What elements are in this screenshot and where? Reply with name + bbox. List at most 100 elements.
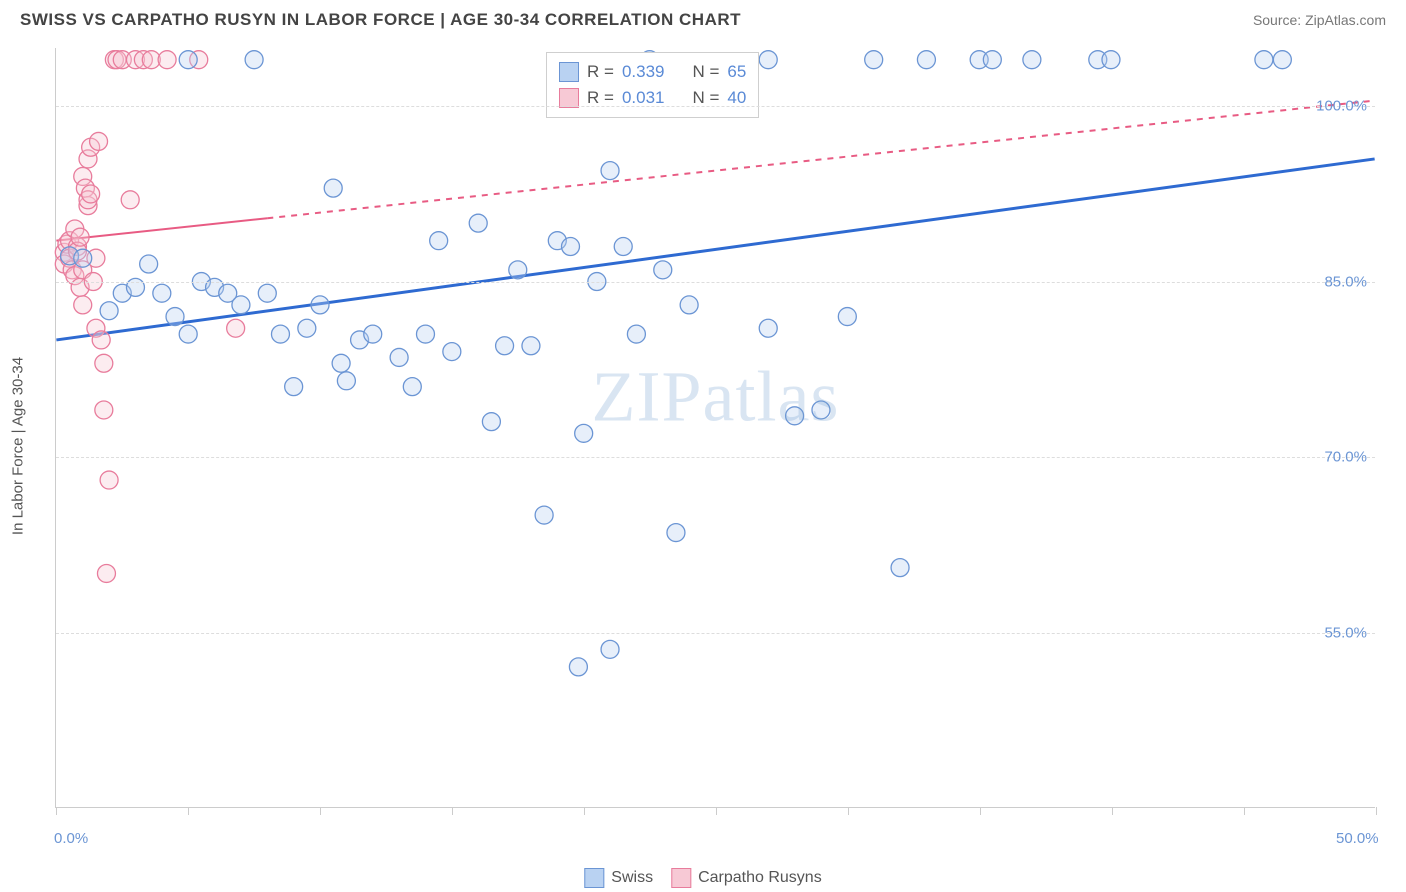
scatter-point — [166, 308, 184, 326]
scatter-point — [575, 424, 593, 442]
scatter-point — [759, 319, 777, 337]
scatter-point — [680, 296, 698, 314]
scatter-point — [1102, 51, 1120, 69]
scatter-point — [601, 162, 619, 180]
scatter-point — [179, 325, 197, 343]
scatter-point — [258, 284, 276, 302]
x-tick-label: 50.0% — [1336, 830, 1379, 847]
scatter-point — [891, 559, 909, 577]
scatter-point — [786, 407, 804, 425]
legend-label: Swiss — [611, 869, 653, 887]
scatter-point — [92, 331, 110, 349]
legend-r-label: R = — [587, 59, 614, 85]
series-legend: Swiss Carpatho Rusyns — [584, 868, 821, 888]
scatter-point — [562, 238, 580, 256]
scatter-point — [430, 232, 448, 250]
y-tick-label: 55.0% — [1324, 624, 1367, 641]
scatter-point — [509, 261, 527, 279]
gridline — [56, 106, 1375, 107]
y-tick-label: 100.0% — [1316, 98, 1367, 115]
scatter-point — [416, 325, 434, 343]
scatter-point — [1255, 51, 1273, 69]
correlation-legend: R =0.339N =65R =0.031N =40 — [546, 52, 759, 118]
regression-line — [56, 159, 1374, 340]
x-tick — [980, 807, 981, 815]
scatter-point — [245, 51, 263, 69]
scatter-point — [271, 325, 289, 343]
scatter-point — [443, 343, 461, 361]
scatter-point — [95, 354, 113, 372]
scatter-point — [227, 319, 245, 337]
x-tick — [584, 807, 585, 815]
gridline — [56, 633, 1375, 634]
scatter-point — [100, 471, 118, 489]
scatter-point — [865, 51, 883, 69]
x-tick-label: 0.0% — [54, 830, 88, 847]
scatter-point — [324, 179, 342, 197]
scatter-plot-svg — [56, 48, 1375, 807]
scatter-point — [332, 354, 350, 372]
scatter-point — [1273, 51, 1291, 69]
scatter-point — [759, 51, 777, 69]
scatter-point — [917, 51, 935, 69]
x-tick — [452, 807, 453, 815]
scatter-point — [179, 51, 197, 69]
y-tick-label: 85.0% — [1324, 273, 1367, 290]
scatter-point — [601, 640, 619, 658]
legend-label: Carpatho Rusyns — [698, 869, 822, 887]
scatter-point — [158, 51, 176, 69]
legend-swatch — [559, 62, 579, 82]
scatter-point — [100, 302, 118, 320]
scatter-point — [121, 191, 139, 209]
scatter-point — [74, 296, 92, 314]
chart-header: SWISS VS CARPATHO RUSYN IN LABOR FORCE |… — [0, 0, 1406, 38]
legend-swatch — [584, 868, 604, 888]
scatter-point — [82, 185, 100, 203]
scatter-point — [983, 51, 1001, 69]
x-tick — [1112, 807, 1113, 815]
legend-swatch — [559, 88, 579, 108]
gridline — [56, 282, 1375, 283]
y-axis-label: In Labor Force | Age 30-34 — [10, 357, 27, 535]
scatter-point — [298, 319, 316, 337]
scatter-point — [535, 506, 553, 524]
scatter-point — [469, 214, 487, 232]
gridline — [56, 457, 1375, 458]
scatter-point — [482, 413, 500, 431]
scatter-point — [74, 249, 92, 267]
legend-item: Swiss — [584, 868, 653, 888]
x-tick — [56, 807, 57, 815]
scatter-point — [496, 337, 514, 355]
scatter-point — [627, 325, 645, 343]
x-tick — [1376, 807, 1377, 815]
scatter-point — [812, 401, 830, 419]
legend-n-label: N = — [692, 59, 719, 85]
scatter-point — [569, 658, 587, 676]
chart-title: SWISS VS CARPATHO RUSYN IN LABOR FORCE |… — [20, 10, 741, 30]
x-tick — [848, 807, 849, 815]
legend-item: Carpatho Rusyns — [671, 868, 822, 888]
scatter-point — [90, 132, 108, 150]
scatter-point — [390, 348, 408, 366]
x-tick — [320, 807, 321, 815]
legend-swatch — [671, 868, 691, 888]
scatter-point — [140, 255, 158, 273]
scatter-point — [667, 524, 685, 542]
scatter-point — [654, 261, 672, 279]
scatter-point — [97, 564, 115, 582]
scatter-point — [838, 308, 856, 326]
legend-r-value: 0.339 — [622, 59, 665, 85]
scatter-point — [232, 296, 250, 314]
y-tick-label: 70.0% — [1324, 449, 1367, 466]
legend-row: R = 0.339 N = 65 — [559, 59, 746, 85]
scatter-point — [403, 378, 421, 396]
chart-plot-area: ZIPatlas R =0.339N =65R =0.031N =40 55.0… — [55, 48, 1375, 808]
scatter-point — [614, 238, 632, 256]
regression-line-dashed — [267, 101, 1374, 219]
scatter-point — [95, 401, 113, 419]
scatter-point — [337, 372, 355, 390]
x-tick — [1244, 807, 1245, 815]
scatter-point — [364, 325, 382, 343]
scatter-point — [285, 378, 303, 396]
legend-n-value: 65 — [727, 59, 746, 85]
